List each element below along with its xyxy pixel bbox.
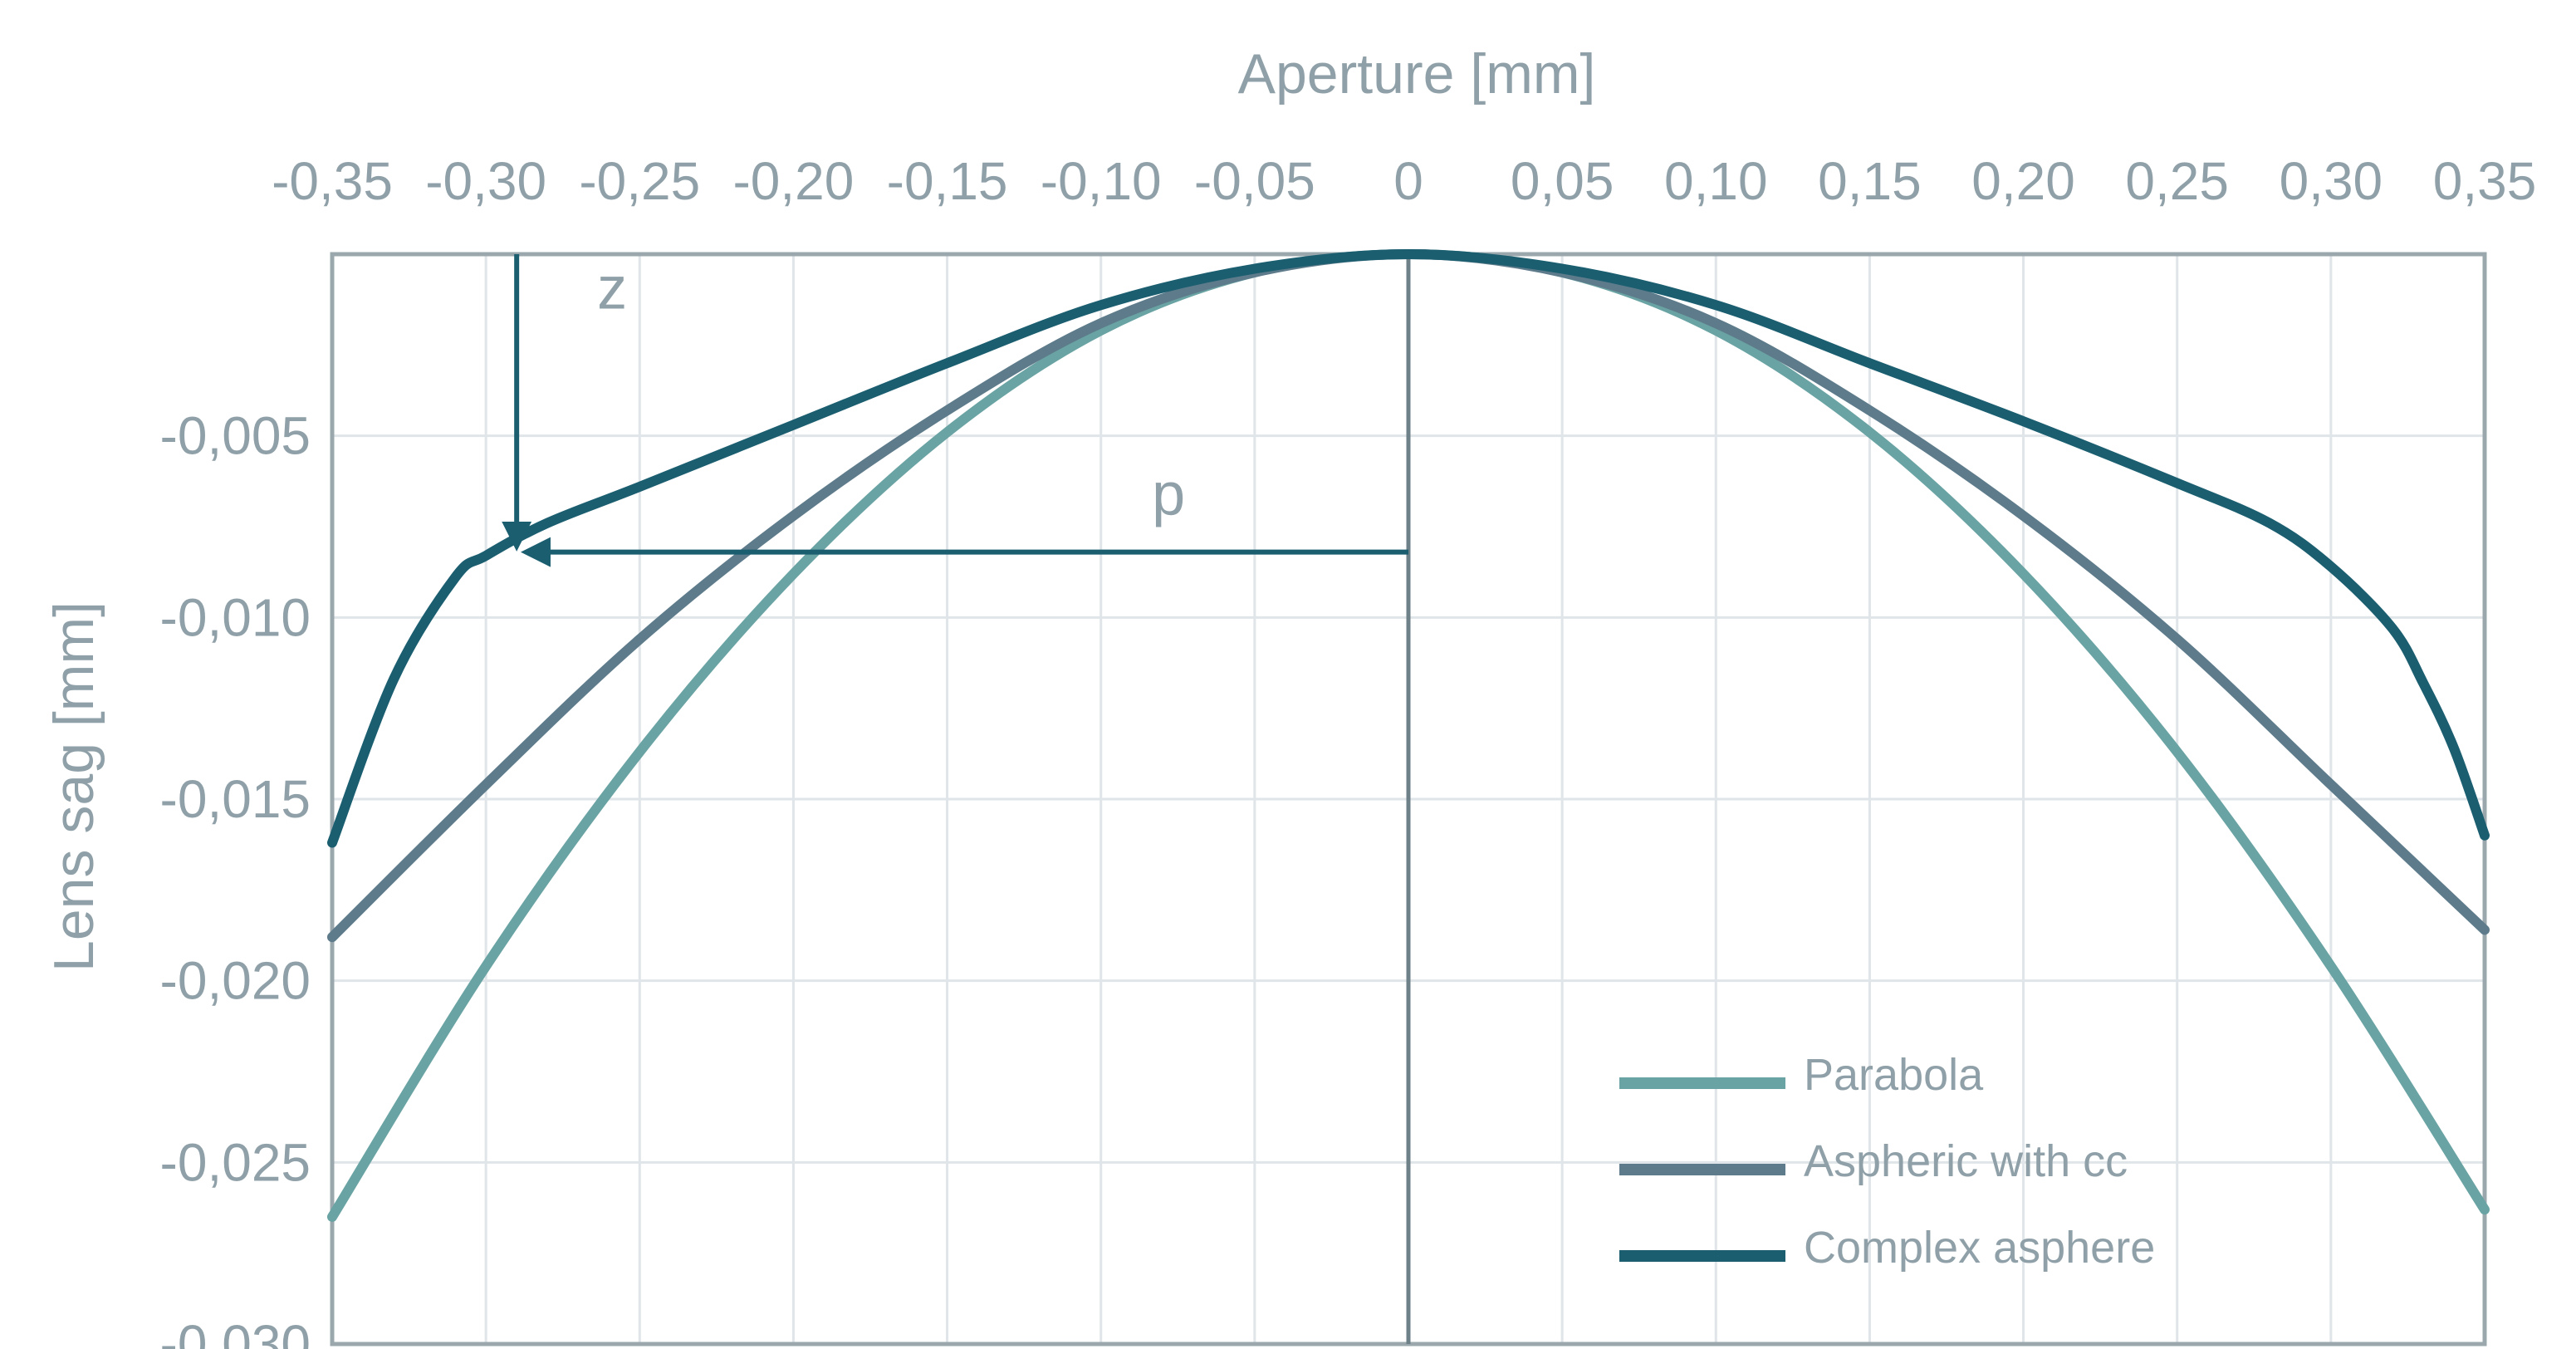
x-axis-ticks: -0,35 -0,30 -0,25 -0,20 -0,15 -0,10 -0,05 0 0,05… [272,151,2536,211]
series-line-complex-asphere [327,249,2490,848]
x-tick-label: -0,15 [887,151,1008,211]
x-axis-title: Aperture [mm] [1238,42,1596,105]
p-annotation-label: p [1152,462,1185,528]
x-tick-label: -0,20 [732,151,854,211]
y-tick-label: -0,020 [160,951,311,1011]
legend: Parabola Aspheric with cc Complex asphere [1619,1050,2155,1273]
x-tick-label: 0,20 [1971,151,2075,211]
x-tick-label: 0,25 [2125,151,2229,211]
x-tick-label: -0,05 [1194,151,1315,211]
x-tick-label: 0,10 [1664,151,1768,211]
y-tick-label: -0,030 [160,1314,311,1349]
x-tick-label: -0,25 [579,151,700,211]
series-lines [327,249,2490,1222]
x-tick-label: 0,15 [1818,151,1922,211]
legend-label: Aspheric with cc [1804,1136,2128,1186]
x-tick-label: -0,30 [425,151,546,211]
grid [330,252,2487,1347]
y-axis-title: Lens sag [mm] [42,601,105,972]
x-tick-label: -0,35 [272,151,393,211]
x-tick-label: 0,35 [2433,151,2537,211]
y-tick-label: -0,005 [160,406,311,466]
legend-label: Complex asphere [1804,1223,2155,1273]
x-tick-label: 0,05 [1511,151,1614,211]
y-tick-label: -0,025 [160,1132,311,1192]
legend-label: Parabola [1804,1050,1984,1100]
x-tick-label: -0,10 [1041,151,1162,211]
z-annotation-label: z [597,256,627,322]
y-axis-ticks: -0,005 -0,010 -0,015 -0,020 -0,025 -0,030 [160,406,311,1349]
x-tick-label: 0,30 [2280,151,2383,211]
y-tick-label: -0,015 [160,769,311,829]
y-tick-label: -0,010 [160,587,311,647]
x-tick-label: 0 [1393,151,1423,211]
annotations: z p [502,254,1408,567]
